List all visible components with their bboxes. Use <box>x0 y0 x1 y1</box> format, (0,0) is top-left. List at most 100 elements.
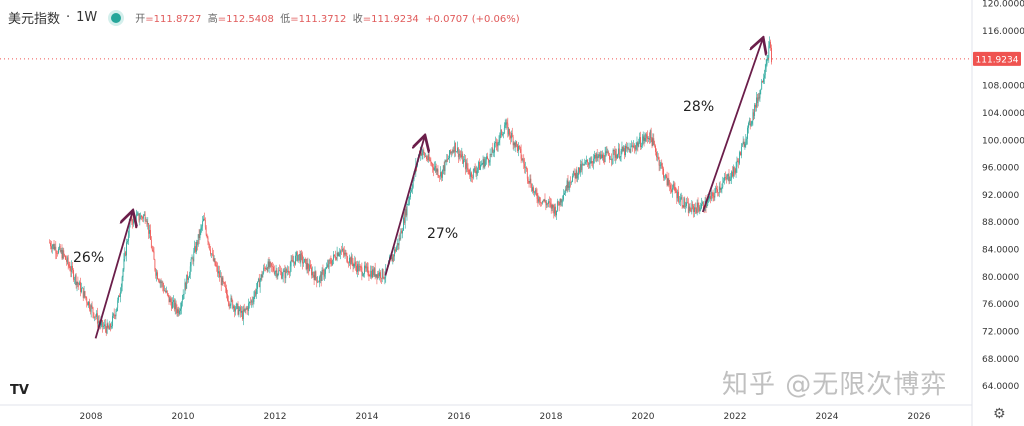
candle-body <box>58 246 60 249</box>
candle-body <box>356 265 357 272</box>
candle-body <box>587 162 589 166</box>
candle-body <box>347 261 349 263</box>
candle-body <box>88 301 89 306</box>
candle-body <box>730 178 732 181</box>
candle-body <box>487 156 488 159</box>
candle-body <box>370 270 372 277</box>
candle-body <box>549 201 550 203</box>
candle-body <box>595 154 596 159</box>
candle-body <box>70 270 72 272</box>
candle-body <box>604 153 606 163</box>
candle-body <box>725 178 727 180</box>
candle-body <box>571 181 572 183</box>
interval[interactable]: 1W <box>76 10 98 25</box>
candle-body <box>466 162 468 168</box>
candle-body <box>270 262 272 264</box>
candle-body <box>328 260 330 268</box>
candle-body <box>728 174 730 181</box>
symbol-name[interactable]: 美元指数 <box>8 12 61 27</box>
candle-body <box>139 218 141 221</box>
candle-body <box>158 279 159 281</box>
candle-body <box>380 272 381 279</box>
candle-body <box>122 269 124 278</box>
candle-body <box>177 309 179 313</box>
candle-body <box>89 301 90 309</box>
candle-body <box>333 254 334 260</box>
candle-body <box>315 271 317 278</box>
candle-body <box>372 269 374 276</box>
candle-body <box>606 151 608 153</box>
candle-body <box>269 262 271 268</box>
candle-body <box>463 159 464 164</box>
candle-body <box>294 261 296 265</box>
candle-body <box>639 137 641 143</box>
candle-body <box>642 136 644 141</box>
y-tick-label: 84.0000 <box>982 246 1019 256</box>
y-tick-label: 68.0000 <box>982 355 1019 365</box>
candle-body <box>640 137 641 147</box>
candle-body <box>179 310 181 315</box>
candle-body <box>497 142 499 147</box>
candle-body <box>359 266 361 267</box>
candle-body <box>472 177 473 178</box>
candle-body <box>252 301 254 303</box>
candle-body <box>397 243 399 246</box>
percent-annotation: 28% <box>683 99 714 115</box>
candle-body <box>731 171 733 179</box>
candle-body <box>488 162 490 163</box>
candle-body <box>716 187 717 190</box>
candle-body <box>265 267 266 270</box>
candle-body <box>500 129 502 134</box>
candle-body <box>287 270 288 272</box>
candle-body <box>89 308 91 312</box>
candle-body <box>196 241 197 252</box>
candle-body <box>323 270 325 277</box>
candle-body <box>594 154 595 159</box>
candle-body <box>149 229 150 234</box>
candle-body <box>324 273 326 277</box>
candle-body <box>713 196 715 198</box>
candle-body <box>175 302 177 310</box>
candle-body <box>302 255 303 264</box>
candle-body <box>98 321 100 324</box>
candle-body <box>455 142 457 153</box>
candle-body <box>650 130 652 139</box>
candle-body <box>451 151 453 153</box>
candle-body <box>436 169 438 172</box>
candle-body <box>261 274 263 278</box>
tradingview-logo[interactable]: 𝗧𝗩 <box>10 383 29 398</box>
candle-body <box>342 248 344 252</box>
candle-body <box>510 133 512 139</box>
y-tick-label: 92.0000 <box>982 191 1019 201</box>
candle-body <box>106 323 108 334</box>
candle-body <box>526 167 527 169</box>
candle-body <box>91 305 93 308</box>
candle-body <box>191 258 193 260</box>
candle-body <box>369 275 371 277</box>
candle-body <box>617 154 618 159</box>
candle-body <box>505 122 507 126</box>
candle-body <box>567 180 569 188</box>
candle-body <box>280 271 282 279</box>
y-tick-label: 64.0000 <box>982 382 1019 392</box>
candle-body <box>666 175 668 186</box>
candle-body <box>238 310 240 315</box>
candle-body <box>334 254 335 256</box>
candle-body <box>326 266 327 269</box>
candle-body <box>470 172 472 177</box>
candle-body <box>632 145 633 147</box>
candle-body <box>126 242 127 256</box>
candle-body <box>531 186 533 192</box>
candle-body <box>680 197 682 199</box>
candle-body <box>234 308 236 312</box>
settings-gear-icon[interactable]: ⚙ <box>993 406 1006 422</box>
candle-body <box>633 145 635 148</box>
candle-body <box>745 139 747 144</box>
candle-body <box>85 296 87 299</box>
candle-body <box>73 279 75 280</box>
candle-body <box>660 163 662 166</box>
candle-body <box>442 165 444 170</box>
candle-body <box>643 136 645 141</box>
candle-body <box>103 326 104 327</box>
